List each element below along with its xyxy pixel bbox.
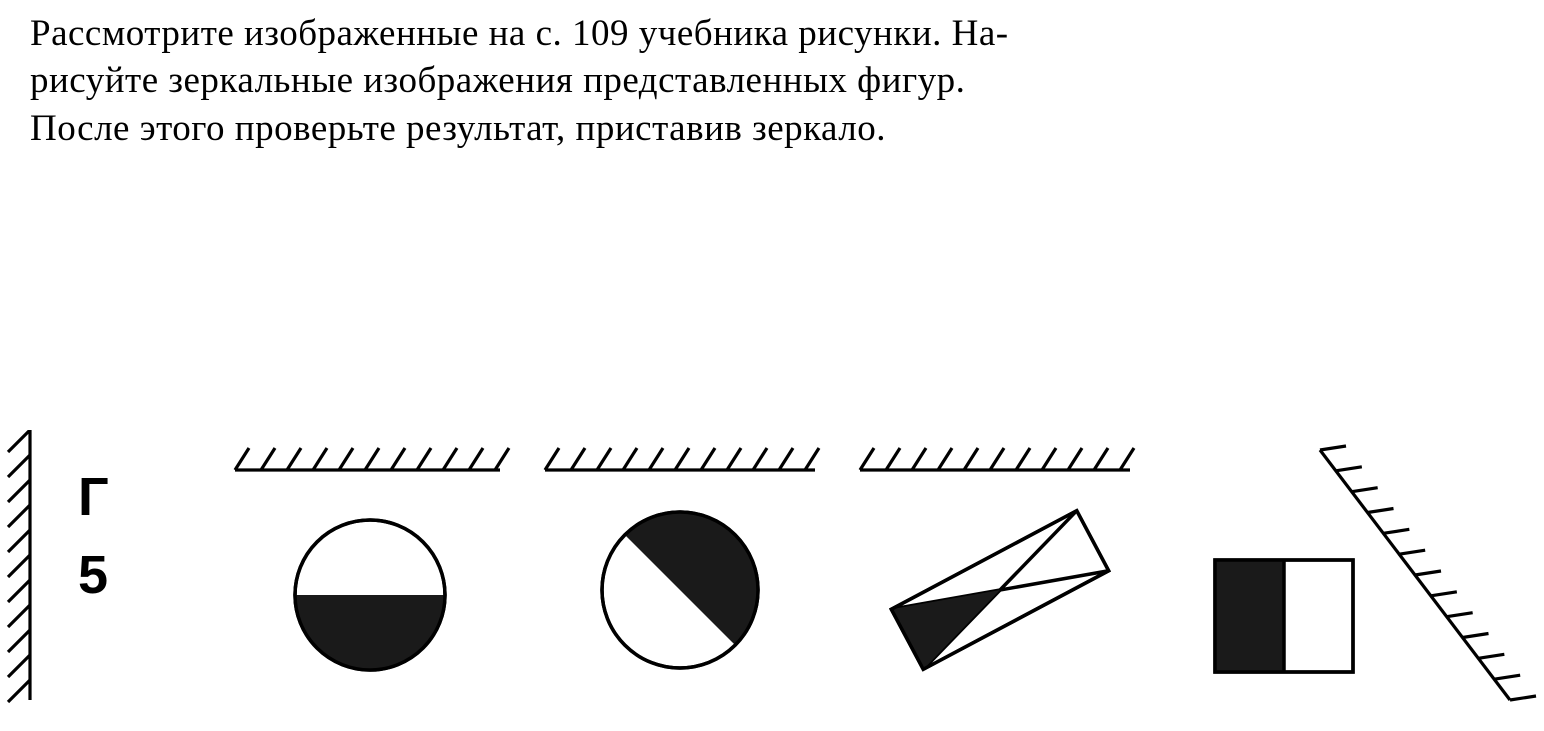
task-line-2: рисуйте зеркальные изображения представл… <box>30 60 965 101</box>
label-five: 5 <box>78 536 109 614</box>
figures-svg <box>0 430 1544 726</box>
label-gamma: Г <box>78 458 109 536</box>
task-line-1: Рассмотрите изображенные на с. 109 учебн… <box>30 13 1009 54</box>
gamma-five-label: Г 5 <box>78 458 109 615</box>
page: Рассмотрите изображенные на с. 109 учебн… <box>0 0 1544 726</box>
figures-area: Г 5 <box>0 430 1544 726</box>
task-text: Рассмотрите изображенные на с. 109 учебн… <box>30 10 1510 152</box>
task-line-3: После этого проверьте результат, пристав… <box>30 108 886 149</box>
